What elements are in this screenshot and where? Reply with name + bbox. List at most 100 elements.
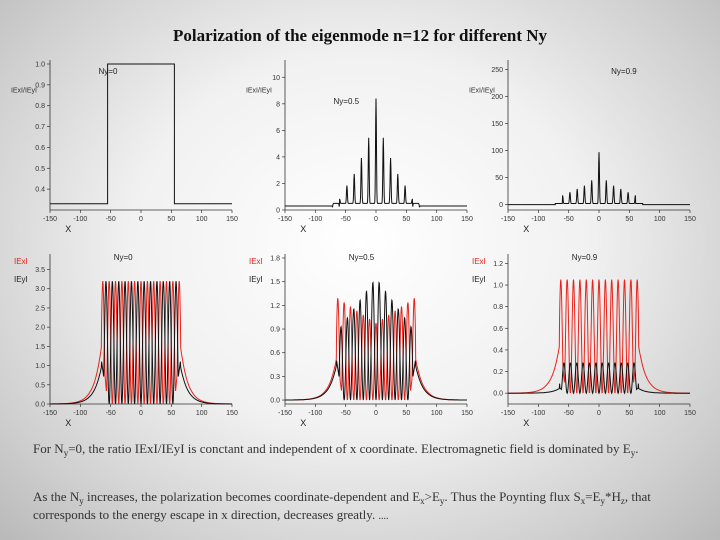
x-tick-label: 0 <box>597 216 601 223</box>
x-tick-label: 150 <box>461 216 473 223</box>
x-tick-label: 0 <box>139 216 143 223</box>
y-tick-label: 0.0 <box>35 402 45 409</box>
y-tick-label: 0.4 <box>493 347 503 354</box>
x-tick-label: 50 <box>167 410 175 417</box>
x-tick-label: 0 <box>374 216 378 223</box>
panel-label: Ny=0 <box>99 67 118 76</box>
ey-label: IEyI <box>472 275 486 284</box>
y-tick-label: 0.3 <box>270 374 280 381</box>
y-tick-label: 0.5 <box>35 166 45 173</box>
x-tick-label: 150 <box>226 410 238 417</box>
y-tick-label: 8 <box>276 101 280 108</box>
x-tick-label: 0 <box>374 410 378 417</box>
ratio-plot-ny05: -150 -100 -50 0 50 100 150 0 2 4 6 8 10 X Ny=0.5 IExI/I… <box>245 52 475 234</box>
x-tick-label: -150 <box>501 410 515 417</box>
panel-label: Ny=0.5 <box>349 253 375 262</box>
ey-series-line <box>508 362 690 395</box>
x-axis-label: X <box>300 224 306 234</box>
ex-label: IExI <box>472 257 486 266</box>
y-axis-label: IExI/IEyI <box>246 87 272 94</box>
x-tick-label: -100 <box>531 216 545 223</box>
y-tick-label: 1.2 <box>493 261 503 268</box>
x-tick-label: -150 <box>278 216 292 223</box>
field-plot-ny09-svg: -150 -100 -50 0 50 100 150 0.0 0.2 0.4 0.6 0.8 1.0 1.… <box>472 253 696 428</box>
x-tick-label: 150 <box>684 410 696 417</box>
x-tick-label: -50 <box>564 410 574 417</box>
x-tick-label: 150 <box>226 216 238 223</box>
y-tick-label: 1.5 <box>270 279 280 286</box>
x-tick-label: 0 <box>597 410 601 417</box>
y-tick-label: 0.9 <box>35 82 45 89</box>
ex-series-line <box>508 279 690 394</box>
y-tick-label: 3.5 <box>35 267 45 274</box>
y-tick-label: 0.8 <box>35 103 45 110</box>
y-axis-label: IExI/IEyI <box>11 87 37 94</box>
ratio-series-line <box>50 63 232 205</box>
x-tick-label: 150 <box>461 410 473 417</box>
y-tick-label: 50 <box>495 175 503 182</box>
x-tick-label: 0 <box>139 410 143 417</box>
y-tick-label: 0 <box>276 208 280 215</box>
y-tick-label: 0 <box>499 202 503 209</box>
x-tick-label: -150 <box>43 410 57 417</box>
x-tick-label: -50 <box>341 410 351 417</box>
y-tick-label: 3.0 <box>35 286 45 293</box>
ey-series-line <box>50 281 232 405</box>
y-tick-label: 0.6 <box>493 326 503 333</box>
x-tick-label: -100 <box>308 216 322 223</box>
y-tick-label: 150 <box>491 121 503 128</box>
y-tick-label: 1.8 <box>270 256 280 263</box>
x-tick-label: 100 <box>654 410 666 417</box>
ratio-plot-ny05-svg: -150 -100 -50 0 50 100 150 0 2 4 6 8 10 X Ny=0.5 IExI/I… <box>246 60 473 234</box>
x-axis-label: X <box>65 418 71 428</box>
slide-title: Polarization of the eigenmode n=12 for d… <box>172 26 548 45</box>
paragraph-2: As the Ny increases, the polarization be… <box>33 489 651 522</box>
y-tick-label: 0.0 <box>493 391 503 398</box>
x-tick-label: 100 <box>431 216 443 223</box>
ratio-plot-ny09: -150 -100 -50 0 50 100 150 0 50 100 150 200 250 X Ny=0… <box>468 52 698 234</box>
y-tick-label: 0.4 <box>35 187 45 194</box>
x-tick-label: 50 <box>625 216 633 223</box>
y-tick-label: 10 <box>272 75 280 82</box>
y-tick-label: 200 <box>491 94 503 101</box>
x-tick-label: -50 <box>106 216 116 223</box>
y-tick-label: 0.6 <box>35 145 45 152</box>
x-tick-label: 50 <box>402 410 410 417</box>
ex-label: IExI <box>14 257 28 266</box>
x-axis-label: X <box>523 418 529 428</box>
ey-series-line <box>285 281 467 401</box>
panel-label: Ny=0.9 <box>611 67 637 76</box>
y-tick-label: 0.8 <box>493 304 503 311</box>
y-tick-label: 1.0 <box>493 283 503 290</box>
ratio-plot-ny0-svg: -150 -100 -50 0 50 100 150 0.4 0.5 0.6 0.7 0.8 0.9 1.… <box>11 60 238 234</box>
x-tick-label: 100 <box>196 410 208 417</box>
y-tick-label: 250 <box>491 67 503 74</box>
x-axis-label: X <box>300 418 306 428</box>
x-tick-label: -100 <box>531 410 545 417</box>
x-tick-label: 50 <box>402 216 410 223</box>
x-axis-label: X <box>65 224 71 234</box>
y-tick-label: 6 <box>276 128 280 135</box>
panel-label: Ny=0.9 <box>572 253 598 262</box>
x-tick-label: -50 <box>341 216 351 223</box>
ratio-series-line <box>285 98 467 208</box>
y-tick-label: 0.5 <box>35 382 45 389</box>
x-tick-label: 150 <box>684 216 696 223</box>
y-tick-label: 0.0 <box>270 398 280 405</box>
y-tick-label: 1.0 <box>35 62 45 69</box>
x-tick-label: -150 <box>43 216 57 223</box>
y-tick-label: 1.0 <box>35 363 45 370</box>
x-tick-label: 50 <box>167 216 175 223</box>
x-tick-label: -100 <box>308 410 322 417</box>
x-tick-label: 100 <box>431 410 443 417</box>
x-tick-label: -100 <box>73 410 87 417</box>
ex-label: IExI <box>249 257 263 266</box>
y-tick-label: 0.7 <box>35 124 45 131</box>
y-tick-label: 0.6 <box>270 350 280 357</box>
y-tick-label: 1.2 <box>270 303 280 310</box>
field-plot-ny05-svg: -150 -100 -50 0 50 100 150 0.0 0.3 0.6 0.9 1.2 1.5 1.… <box>249 253 473 428</box>
panel-label: Ny=0 <box>114 253 133 262</box>
ratio-plot-ny0: -150 -100 -50 0 50 100 150 0.4 0.5 0.6 0.7 0.8 0.9 1.… <box>10 52 240 234</box>
ex-series-line <box>285 298 467 401</box>
x-tick-label: -150 <box>278 410 292 417</box>
